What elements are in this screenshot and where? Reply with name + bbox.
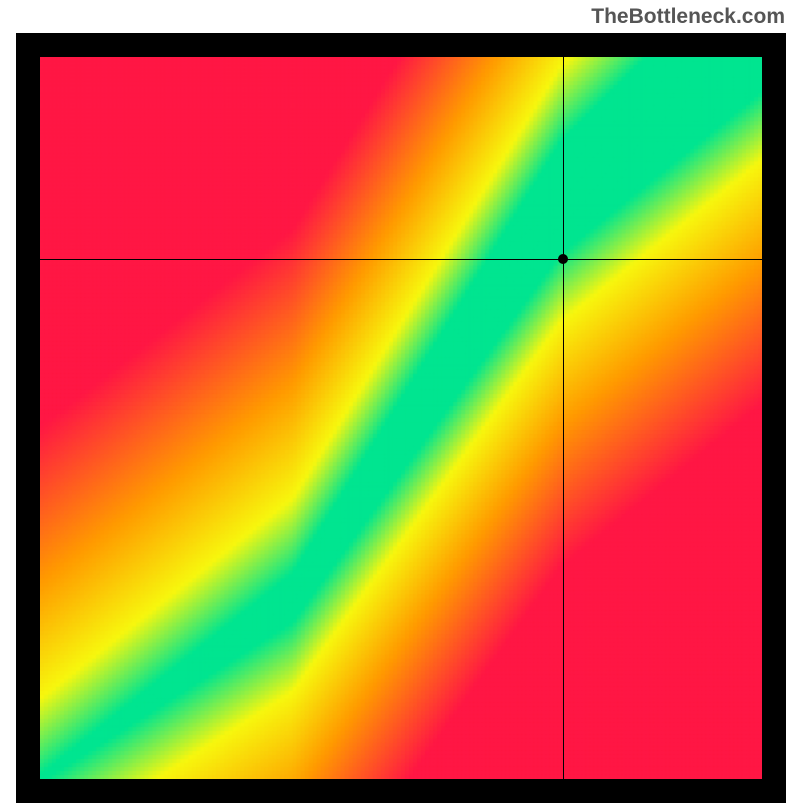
watermark-text: TheBottleneck.com: [591, 5, 785, 29]
plot-frame: [16, 33, 786, 803]
heatmap-canvas: [40, 57, 762, 779]
crosshair-marker: [558, 254, 568, 264]
crosshair-vertical: [563, 57, 564, 779]
plot-area: [40, 57, 762, 779]
crosshair-horizontal: [40, 259, 762, 260]
chart-container: TheBottleneck.com: [0, 0, 800, 800]
